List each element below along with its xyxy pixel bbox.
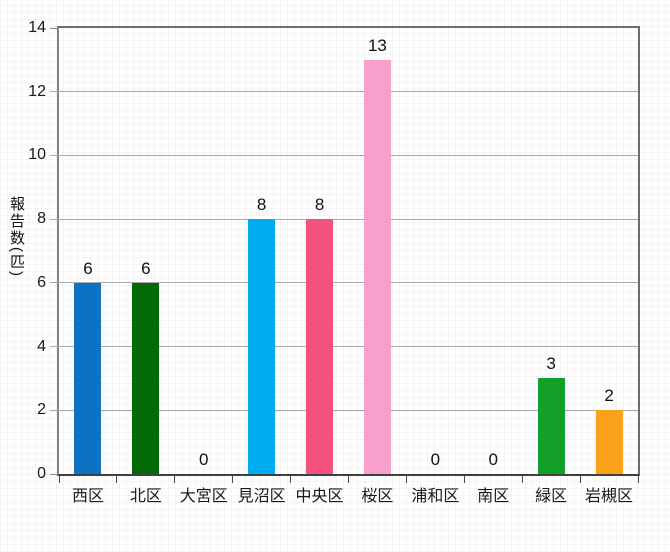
bar-value-label: 3 xyxy=(546,354,556,374)
x-tick-label-西区: 西区 xyxy=(71,488,104,505)
y-axis-title: 報告数(匹) xyxy=(8,196,25,278)
x-tick-label-緑区: 緑区 xyxy=(535,488,568,505)
bar-value-label: 0 xyxy=(430,450,441,469)
bar-value-label: 8 xyxy=(314,195,325,215)
y-tick-label: 4 xyxy=(37,337,46,355)
y-tick-label: 2 xyxy=(37,401,46,419)
bar-桜区 xyxy=(363,59,391,474)
y-tick-label: 8 xyxy=(37,210,46,228)
bar-緑区 xyxy=(537,378,565,474)
y-axis-tick xyxy=(50,474,57,475)
bar-中央区 xyxy=(306,219,334,474)
gridline xyxy=(50,91,638,93)
x-tick-label-中央区: 中央区 xyxy=(295,488,344,505)
plot-area: 0 2 4 6 8 10 12 14 6 西区 6 北区 0 大宮区 8 見沼区 8 中央区 13 桜区 0 浦和区 0 南区… xyxy=(28,19,640,505)
bar-value-label: 6 xyxy=(83,258,93,278)
x-tick-label-桜区: 桜区 xyxy=(361,488,394,505)
bar-value-label: 6 xyxy=(141,258,151,278)
x-axis-tick xyxy=(463,476,465,483)
x-tick-label-大宮区: 大宮区 xyxy=(179,488,228,505)
x-axis-tick xyxy=(348,476,349,483)
x-tick-label-北区: 北区 xyxy=(129,488,162,505)
y-tick-label: 0 xyxy=(37,465,46,482)
bar-value-label: 8 xyxy=(256,195,267,215)
bar-value-label: 13 xyxy=(367,35,387,55)
x-tick-label-南区: 南区 xyxy=(477,488,510,505)
bar-北区 xyxy=(132,282,160,474)
x-axis-tick xyxy=(116,476,118,483)
y-axis-tick xyxy=(50,27,57,29)
x-axis-tick xyxy=(405,476,407,483)
gridline xyxy=(50,346,638,348)
x-axis-tick xyxy=(290,476,292,483)
x-axis-tick xyxy=(521,476,523,483)
y-tick-label: 12 xyxy=(28,82,46,100)
bar-value-label: 0 xyxy=(199,450,209,469)
y-tick-label: 6 xyxy=(37,273,46,291)
x-tick-label-岩槻区: 岩槻区 xyxy=(585,488,634,505)
x-axis-tick xyxy=(174,476,176,483)
gridline xyxy=(50,409,638,411)
x-axis-tick xyxy=(637,476,639,483)
bar-見沼区 xyxy=(248,219,276,474)
y-tick-label: 10 xyxy=(28,146,46,164)
x-axis-tick xyxy=(58,476,60,483)
bar-岩槻区 xyxy=(595,410,623,474)
bar-value-label: 0 xyxy=(488,450,498,469)
x-axis-tick xyxy=(579,476,581,483)
gridline xyxy=(50,218,638,220)
x-tick-label-浦和区: 浦和区 xyxy=(411,488,460,505)
bar-西区 xyxy=(74,282,102,474)
x-tick-label-見沼区: 見沼区 xyxy=(237,488,286,505)
x-axis-tick xyxy=(232,476,234,483)
bar-value-label: 2 xyxy=(604,386,614,406)
gridline xyxy=(50,154,638,156)
y-tick-label: 14 xyxy=(28,19,46,36)
gridline xyxy=(50,282,638,284)
